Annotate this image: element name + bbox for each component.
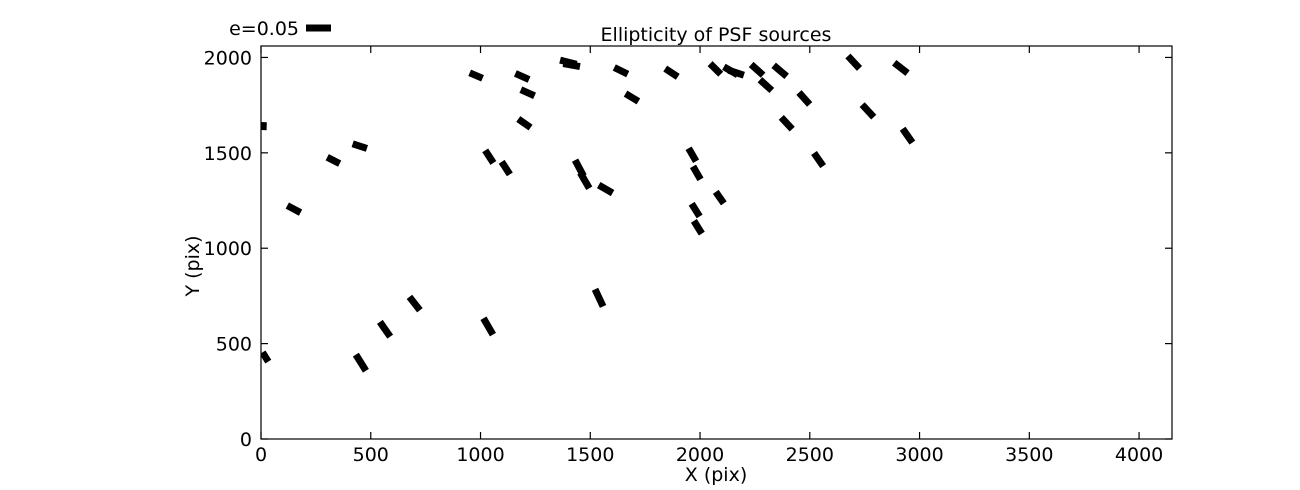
whisker-segment bbox=[612, 64, 630, 78]
x-axis-label: X (pix) bbox=[685, 464, 747, 486]
whisker-segment bbox=[771, 62, 789, 79]
x-tick-label: 0 bbox=[255, 444, 267, 466]
x-tick-label: 1500 bbox=[566, 444, 614, 466]
x-tick-label: 2500 bbox=[786, 444, 834, 466]
whisker-segment bbox=[796, 90, 813, 107]
whisker-segment bbox=[377, 319, 394, 339]
x-tick-label: 2000 bbox=[676, 444, 724, 466]
y-axis-label: Y (pix) bbox=[182, 235, 204, 297]
whisker-segment bbox=[596, 182, 615, 197]
whisker-segment bbox=[899, 126, 916, 145]
whisker-segment bbox=[685, 146, 700, 163]
x-tick-label: 3500 bbox=[1005, 444, 1053, 466]
whisker-segment bbox=[778, 115, 795, 132]
whisker-segment bbox=[516, 116, 533, 131]
whisker-segment bbox=[519, 86, 536, 99]
y-axis-ticks: 0 500 1000 1500 2000 bbox=[204, 47, 1172, 451]
whisker-segment bbox=[468, 69, 484, 82]
whisker-segment bbox=[811, 150, 827, 169]
x-tick-label: 3000 bbox=[895, 444, 943, 466]
whisker-series bbox=[261, 53, 916, 373]
x-tick-label: 4000 bbox=[1115, 444, 1163, 466]
whisker-segment bbox=[712, 189, 727, 206]
whisker-segment bbox=[406, 294, 423, 313]
whisker-segment bbox=[727, 66, 745, 79]
legend-label: e=0.05 bbox=[229, 18, 299, 40]
whisker-segment bbox=[623, 90, 641, 105]
whisker-segment bbox=[577, 170, 593, 191]
y-tick-label: 1500 bbox=[204, 143, 252, 165]
whisker-segment bbox=[562, 60, 581, 70]
whisker-segment bbox=[351, 140, 369, 152]
whisker-segment bbox=[591, 287, 607, 308]
y-tick-label: 0 bbox=[240, 429, 252, 451]
whisker-segment bbox=[352, 352, 369, 373]
y-tick-label: 1000 bbox=[204, 238, 252, 260]
whisker-segment bbox=[845, 53, 863, 71]
whisker-segment bbox=[285, 202, 303, 216]
whisker-segment bbox=[498, 159, 513, 177]
whisker-segment bbox=[480, 316, 496, 337]
axes-frame bbox=[260, 45, 1173, 440]
x-tick-label: 1000 bbox=[456, 444, 504, 466]
y-tick-label: 2000 bbox=[204, 47, 252, 69]
whisker-segment bbox=[748, 61, 766, 78]
y-tick-label: 500 bbox=[216, 334, 252, 356]
x-axis-ticks: 0 500 1000 1500 2000 2500 3000 3500 4000 bbox=[255, 46, 1163, 466]
x-tick-label: 500 bbox=[353, 444, 389, 466]
whisker-segment bbox=[513, 70, 531, 83]
whisker-segment bbox=[663, 65, 680, 80]
whisker-segment bbox=[689, 164, 704, 182]
legend: e=0.05 bbox=[229, 18, 331, 40]
whisker-segment bbox=[690, 219, 705, 236]
whisker-segment bbox=[859, 102, 877, 120]
whisker-segment bbox=[757, 77, 775, 94]
whisker-segment bbox=[707, 61, 724, 77]
whisker-segment bbox=[688, 201, 703, 219]
whisker-segment bbox=[261, 350, 272, 364]
whisker-segment bbox=[482, 148, 497, 165]
page-title: Ellipticity of PSF sources bbox=[601, 24, 832, 46]
whisker-segment bbox=[325, 154, 342, 167]
whisker-segment bbox=[892, 59, 910, 76]
